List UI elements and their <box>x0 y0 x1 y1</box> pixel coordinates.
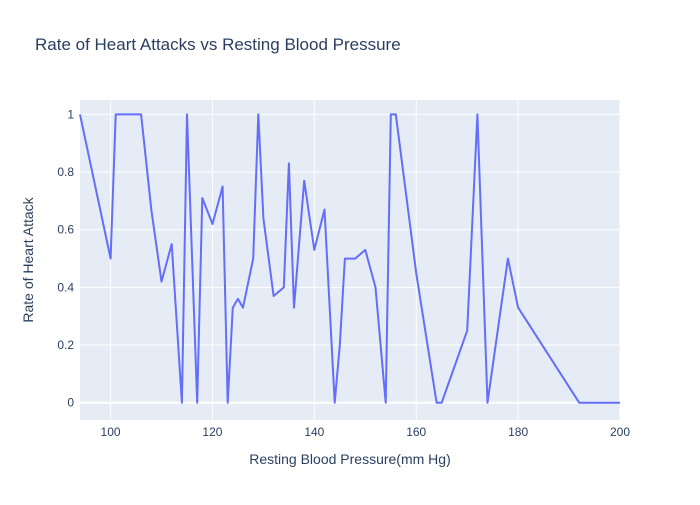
y-tick-label: 0.6 <box>57 223 74 237</box>
x-tick-label: 160 <box>406 425 426 439</box>
y-tick-label: 0.8 <box>57 165 74 179</box>
chart-title: Rate of Heart Attacks vs Resting Blood P… <box>35 35 401 54</box>
x-tick-label: 200 <box>610 425 630 439</box>
y-tick-label: 0.4 <box>57 280 74 294</box>
y-axis-title: Rate of Heart Attack <box>20 196 36 322</box>
series-layer <box>79 113 620 404</box>
x-tick-label: 180 <box>508 425 528 439</box>
x-tick-label: 120 <box>202 425 222 439</box>
x-axis-title: Resting Blood Pressure(mm Hg) <box>249 451 451 467</box>
series-line <box>79 113 620 404</box>
tick-labels: 100 120 140 160 180 200 0 0.2 0.4 0.6 0.8 1 <box>57 107 630 439</box>
x-tick-label: 140 <box>304 425 324 439</box>
y-tick-label: 1 <box>67 107 74 121</box>
gridlines <box>80 100 621 420</box>
y-tick-label: 0 <box>67 396 74 410</box>
x-tick-label: 100 <box>101 425 121 439</box>
y-tick-label: 0.2 <box>57 338 74 352</box>
plot-background <box>80 100 620 420</box>
